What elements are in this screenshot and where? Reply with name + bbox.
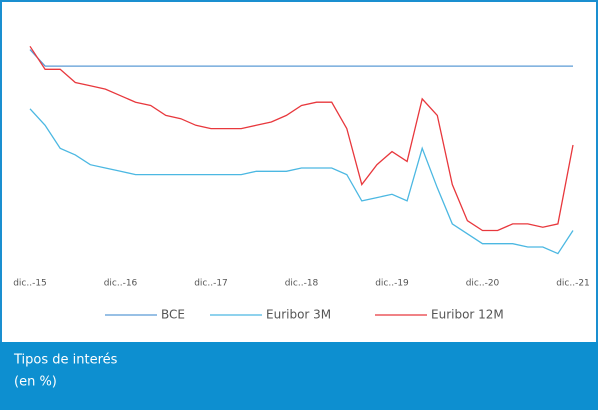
x-tick-label: dic..-15: [13, 279, 47, 289]
x-tick-label: dic..-17: [194, 279, 228, 289]
footer: [0, 342, 598, 410]
x-tick-label: dic..-21: [556, 279, 590, 289]
chart-title: Tipos de interés: [13, 353, 118, 368]
x-tick-label: dic..-20: [466, 279, 500, 289]
x-tick-label: dic..-18: [285, 279, 319, 289]
series-line: [29, 45, 574, 232]
chart-subtitle: (en %): [14, 375, 57, 390]
legend-label: Euribor 3M: [266, 308, 331, 322]
x-tick-label: dic..-16: [104, 279, 138, 289]
legend-label: BCE: [161, 308, 185, 322]
series-line: [29, 49, 573, 67]
series-line: [29, 108, 574, 255]
legend-label: Euribor 12M: [431, 308, 504, 322]
x-tick-label: dic..-19: [375, 279, 409, 289]
